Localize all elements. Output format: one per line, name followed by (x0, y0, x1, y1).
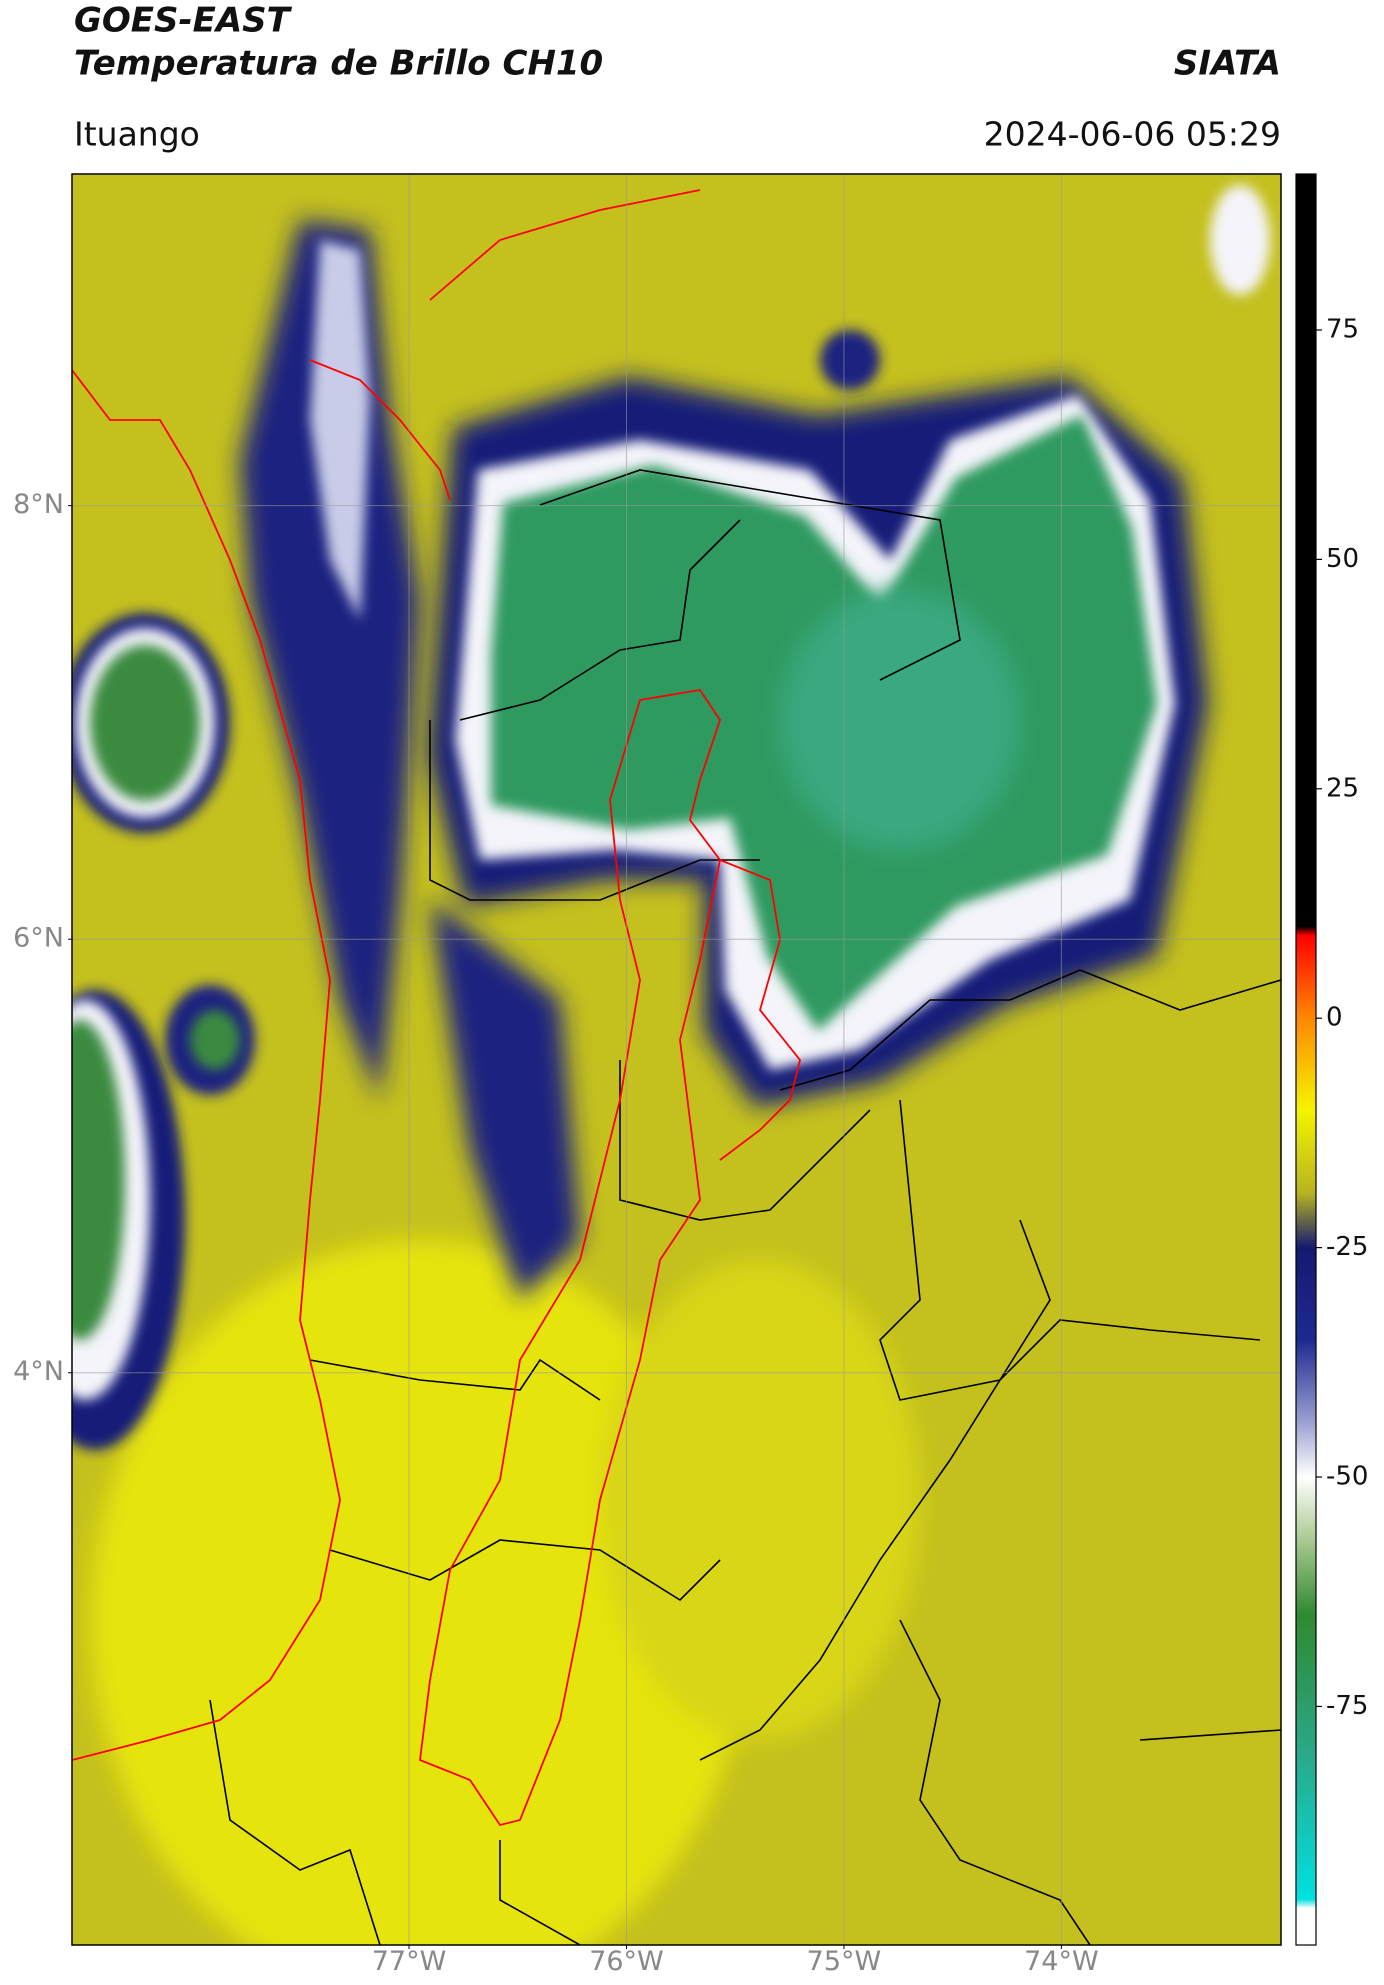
y-tick-label: 6°N (13, 923, 64, 954)
colorbar-tick-label: 0 (1326, 1003, 1343, 1033)
source: SIATA (1174, 44, 1281, 84)
location: Ituango (74, 115, 200, 154)
y-tick-label: 4°N (13, 1356, 64, 1387)
title: GOES-EAST (74, 1, 293, 41)
subtitle: Temperatura de Brillo CH10 (74, 44, 603, 84)
colorbar-tick-label: -75 (1326, 1691, 1368, 1721)
colorbar-tick-label: 50 (1326, 544, 1359, 574)
map-frame (71, 173, 1282, 1946)
grid (72, 174, 1281, 1945)
x-tick-label: 74°W (1024, 1946, 1099, 1977)
colorbar-tick-label: 75 (1326, 314, 1359, 344)
datetime: 2024-06-06 05:29 (984, 115, 1281, 154)
colorbar-tick-label: -50 (1326, 1462, 1368, 1492)
x-tick-label: 76°W (589, 1946, 664, 1977)
colorbar-tick-label: -25 (1326, 1232, 1368, 1262)
colorbar (1295, 173, 1317, 1946)
colorbar-tick-label: 25 (1326, 773, 1359, 803)
x-tick-label: 75°W (807, 1946, 882, 1977)
x-tick-label: 77°W (372, 1946, 447, 1977)
satellite-image (72, 174, 1281, 1945)
y-tick-label: 8°N (13, 489, 64, 520)
